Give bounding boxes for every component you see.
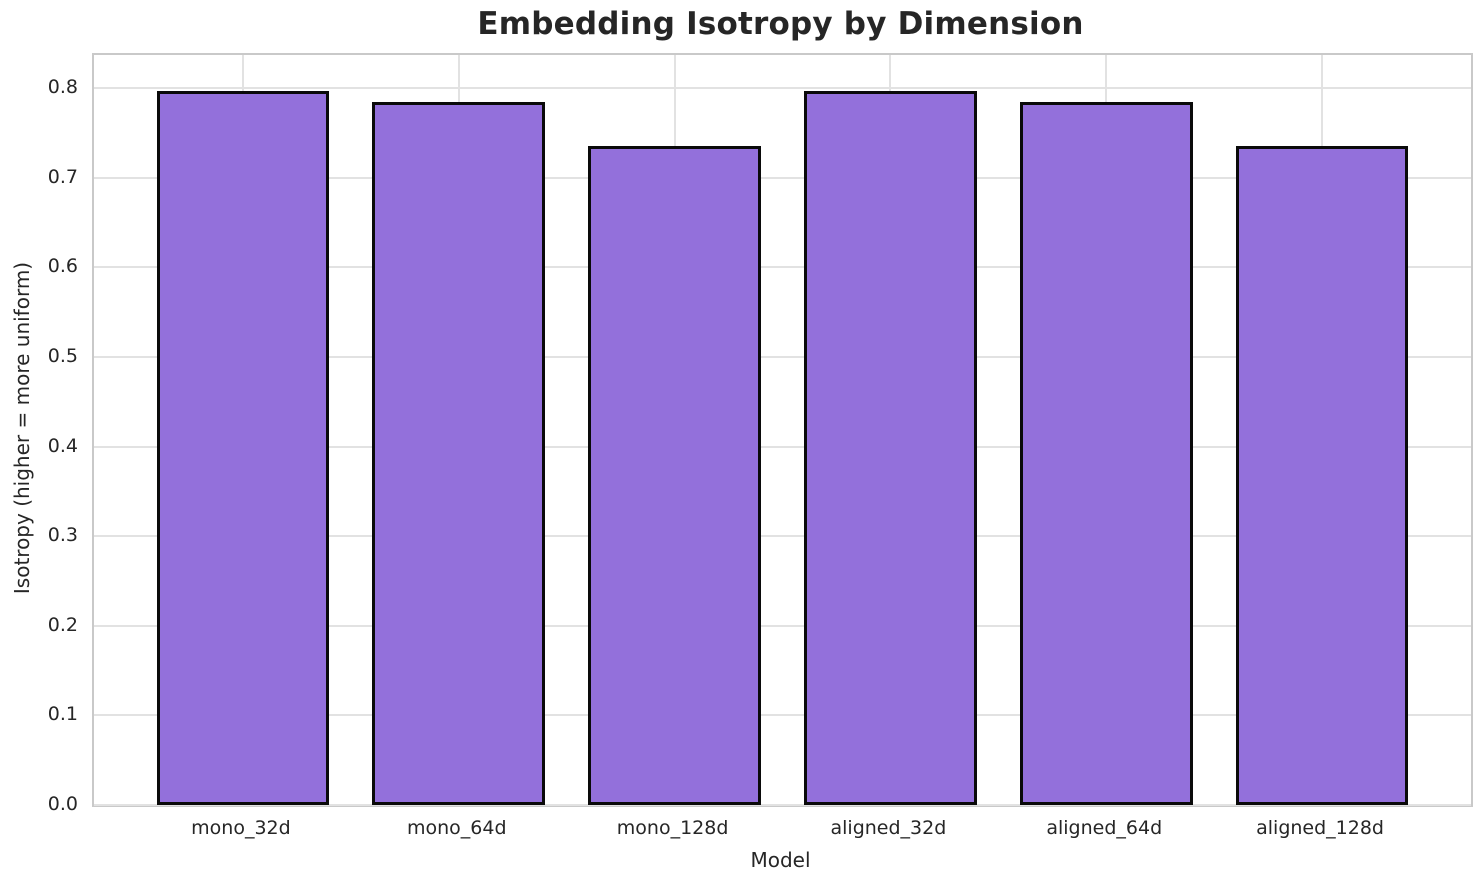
h-gridline [94,87,1471,90]
h-gridline [94,624,1471,627]
y-tick-label: 0.7 [47,165,78,188]
h-gridline [94,266,1471,269]
bar-mono_64d [372,101,546,805]
y-tick-label: 0.3 [47,524,78,547]
plot-area [92,53,1473,807]
bar-aligned_64d [1019,101,1193,805]
x-tick-label: aligned_64d [1046,817,1163,839]
y-tick-label: 0.4 [47,434,78,457]
x-axis-label: Model [750,848,811,872]
x-tick-label: aligned_32d [830,817,947,839]
bar-mono_128d [588,146,761,805]
y-tick-label: 0.0 [47,793,78,815]
h-gridline [94,445,1471,448]
h-gridline [94,535,1471,538]
h-gridline [94,355,1471,358]
x-tick-label: mono_64d [406,817,507,839]
h-gridline [94,804,1471,806]
y-tick-label: 0.5 [47,344,78,367]
chart-title: Embedding Isotropy by Dimension [477,6,1084,42]
bar-aligned_128d [1235,146,1409,805]
h-gridline [94,714,1471,717]
y-tick-label: 0.1 [47,703,78,726]
y-tick-label: 0.6 [47,255,78,278]
x-tick-label: mono_128d [616,817,729,839]
x-tick-label: aligned_128d [1256,817,1385,839]
bar-aligned_32d [804,90,977,805]
y-tick-label: 0.2 [47,613,78,636]
bar-mono_32d [156,90,330,805]
h-gridline [94,176,1471,179]
x-tick-label: mono_32d [191,817,291,839]
y-tick-label: 0.8 [47,76,78,99]
